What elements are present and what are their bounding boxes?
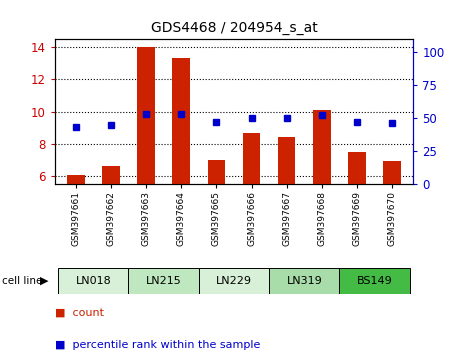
Bar [243, 133, 260, 184]
Bar [348, 152, 366, 184]
Bar [58, 268, 128, 294]
Bar [313, 110, 331, 184]
Text: ■  percentile rank within the sample: ■ percentile rank within the sample [55, 340, 260, 350]
Bar [128, 268, 199, 294]
Text: ▶: ▶ [40, 276, 49, 286]
Bar [208, 160, 225, 184]
Text: LN018: LN018 [76, 276, 111, 286]
Text: ■  count: ■ count [55, 308, 104, 318]
Text: cell line: cell line [2, 276, 46, 286]
Text: LN215: LN215 [146, 276, 181, 286]
Bar [102, 166, 120, 184]
Text: BS149: BS149 [357, 276, 392, 286]
Bar [137, 47, 155, 184]
Bar [199, 268, 269, 294]
Bar [172, 58, 190, 184]
Bar [340, 268, 410, 294]
Bar [67, 175, 85, 184]
Title: GDS4468 / 204954_s_at: GDS4468 / 204954_s_at [151, 21, 317, 35]
Bar [278, 137, 295, 184]
Bar [269, 268, 340, 294]
Text: LN229: LN229 [216, 276, 252, 286]
Bar [383, 161, 401, 184]
Text: LN319: LN319 [286, 276, 322, 286]
